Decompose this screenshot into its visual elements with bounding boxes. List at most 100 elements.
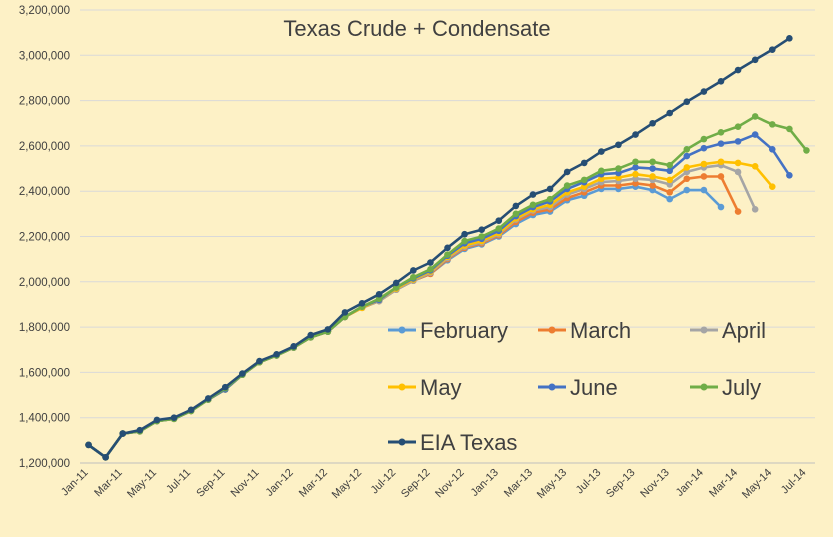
legend-swatch-marker: [700, 326, 708, 334]
data-point-july: [529, 201, 537, 209]
data-point-may: [632, 170, 639, 178]
legend-swatch-marker: [548, 383, 556, 391]
series-group: [85, 35, 810, 461]
data-point-february: [649, 186, 656, 194]
data-point-may: [734, 159, 742, 167]
data-point-eia-texas: [341, 309, 349, 316]
data-point-july: [734, 123, 742, 130]
data-point-june: [666, 167, 674, 175]
data-point-may: [649, 173, 656, 180]
data-point-eia-texas: [290, 343, 297, 350]
data-point-june: [717, 140, 725, 147]
data-point-june: [683, 152, 691, 160]
data-point-eia-texas: [461, 230, 468, 238]
data-point-may: [683, 164, 691, 171]
legend-item-july: July: [690, 375, 761, 400]
data-point-march: [632, 179, 639, 187]
data-point-eia-texas: [153, 416, 161, 424]
legend-item-february: February: [388, 318, 508, 343]
data-point-february: [717, 203, 725, 211]
data-point-june: [786, 172, 793, 179]
data-point-july: [632, 158, 639, 166]
data-point-july: [700, 135, 708, 143]
data-point-june: [700, 144, 708, 152]
data-point-eia-texas: [598, 148, 605, 155]
data-point-july: [768, 121, 776, 128]
data-point-march: [649, 182, 656, 189]
legend-item-may: May: [388, 375, 462, 400]
data-point-eia-texas: [580, 159, 588, 167]
data-point-eia-texas: [324, 326, 332, 333]
legend-label: EIA Texas: [420, 430, 517, 455]
data-point-eia-texas: [427, 259, 434, 266]
legend-item-march: March: [538, 318, 631, 343]
data-point-may: [598, 175, 605, 183]
data-point-eia-texas: [632, 131, 639, 138]
data-point-eia-texas: [410, 267, 417, 274]
data-point-june: [632, 164, 639, 171]
data-point-february: [700, 186, 708, 194]
data-point-june: [751, 131, 759, 138]
data-point-june: [734, 138, 742, 145]
data-point-eia-texas: [666, 109, 674, 117]
data-point-may: [580, 183, 588, 190]
data-point-march: [666, 189, 674, 196]
data-point-eia-texas: [273, 350, 280, 358]
data-point-eia-texas: [700, 88, 708, 95]
data-point-april: [666, 181, 674, 188]
data-point-july: [598, 167, 605, 175]
data-point-april: [632, 175, 639, 183]
data-point-july: [580, 176, 588, 184]
data-point-eia-texas: [85, 441, 92, 449]
data-point-may: [768, 183, 776, 190]
legend-label: May: [420, 375, 462, 400]
data-point-eia-texas: [546, 185, 554, 193]
data-point-july: [666, 161, 674, 169]
data-point-eia-texas: [649, 119, 656, 127]
data-point-july: [751, 113, 759, 120]
data-point-march: [717, 173, 725, 180]
series-eia-texas: [85, 35, 793, 461]
data-point-july: [427, 266, 434, 273]
y-tick-label: 2,600,000: [19, 141, 70, 153]
data-point-june: [768, 145, 776, 153]
y-tick-label: 2,800,000: [19, 96, 70, 108]
legend-swatch-marker: [548, 326, 556, 334]
data-point-july: [683, 145, 691, 153]
data-point-july: [375, 295, 383, 303]
legend-swatch-marker: [398, 438, 406, 446]
data-point-eia-texas: [187, 406, 195, 414]
data-point-eia-texas: [375, 290, 383, 298]
data-point-eia-texas: [136, 426, 144, 434]
data-point-april: [734, 168, 742, 176]
legend-swatch-marker: [398, 383, 406, 391]
y-tick-label: 1,600,000: [19, 367, 70, 379]
y-tick-label: 1,400,000: [19, 413, 70, 425]
chart-title: Texas Crude + Condensate: [283, 16, 550, 41]
legend-item-june: June: [538, 375, 618, 400]
data-point-july: [392, 284, 400, 291]
data-point-july: [803, 147, 810, 154]
data-point-may: [751, 162, 759, 170]
legend-item-eia-texas: EIA Texas: [388, 430, 517, 455]
data-point-march: [615, 182, 622, 189]
data-point-eia-texas: [734, 66, 742, 74]
data-point-may: [666, 176, 674, 184]
data-point-eia-texas: [495, 217, 503, 224]
data-point-eia-texas: [768, 46, 776, 53]
legend-label: April: [722, 318, 766, 343]
data-point-march: [683, 175, 691, 183]
legend-item-april: April: [690, 318, 766, 343]
data-point-eia-texas: [444, 244, 451, 252]
y-tick-label: 3,000,000: [19, 50, 70, 62]
data-point-eia-texas: [786, 35, 793, 42]
data-point-eia-texas: [563, 168, 571, 176]
data-point-may: [717, 158, 725, 166]
legend-label: June: [570, 375, 618, 400]
data-point-july: [649, 158, 656, 166]
y-tick-label: 2,000,000: [19, 277, 70, 289]
data-point-may: [615, 174, 622, 181]
data-point-february: [683, 186, 691, 194]
data-point-eia-texas: [512, 202, 520, 210]
